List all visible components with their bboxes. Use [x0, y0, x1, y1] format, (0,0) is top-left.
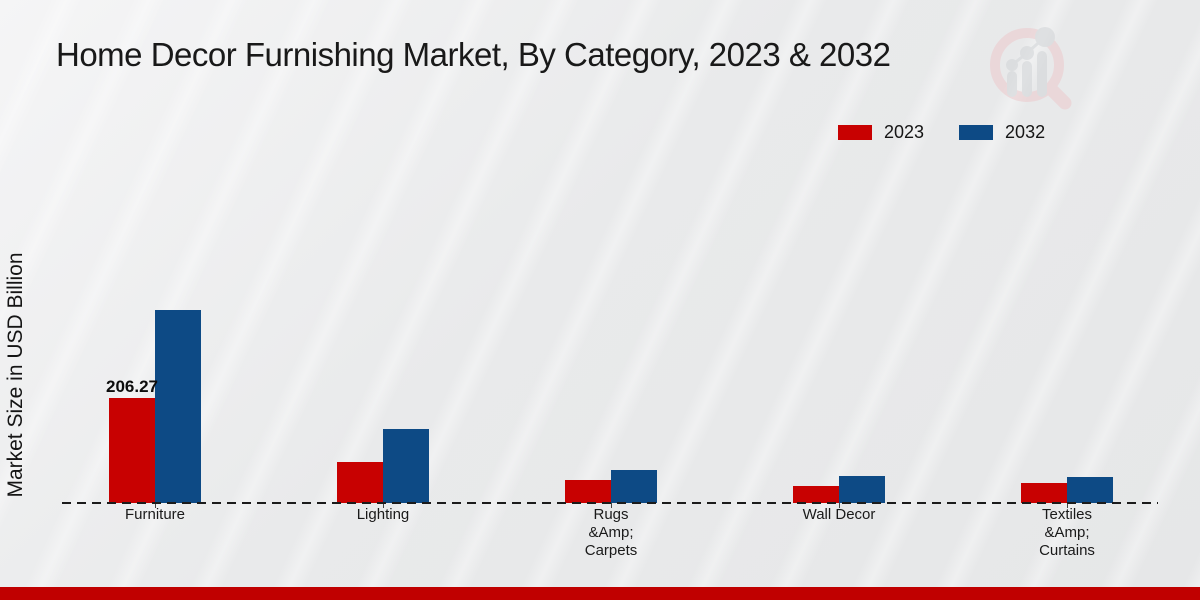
bar-2032-cat1 [383, 429, 429, 503]
legend-label-2023: 2023 [884, 122, 925, 142]
bar-2023-cat4 [1021, 483, 1067, 503]
logo-dot-small-icon [1006, 59, 1018, 71]
x-tick-cat1 [383, 503, 384, 508]
x-tick-cat3 [839, 503, 840, 508]
bar-2032-cat4 [1067, 477, 1113, 503]
legend-item-2032: 2032 [959, 122, 1045, 143]
x-tick-cat0 [155, 503, 156, 508]
legend-label-2032: 2032 [1005, 122, 1046, 142]
logo-dot-medium-icon [1020, 46, 1034, 60]
logo-dot-large-icon [1035, 27, 1055, 47]
legend: 2023 2032 [838, 122, 1045, 143]
x-axis-baseline [62, 502, 1158, 504]
x-tick-cat4 [1067, 503, 1068, 508]
bar-2023-cat0 [109, 398, 155, 503]
bar-2032-cat2 [611, 470, 657, 503]
bar-2023-cat3 [793, 486, 839, 503]
bar-2023-cat2 [565, 480, 611, 503]
logo-bar-small-icon [1007, 71, 1017, 97]
x-label-cat0: Furniture [124, 506, 186, 523]
chart-title: Home Decor Furnishing Market, By Categor… [56, 36, 891, 73]
magnifier-handle-icon [1044, 82, 1072, 110]
magnifier-chart-logo-watermark [990, 27, 1072, 110]
x-label-cat2: Rugs &Amp; Carpets [584, 506, 638, 559]
bar-2032-cat0 [155, 310, 201, 503]
logo-bar-large-icon [1037, 51, 1047, 97]
legend-item-2023: 2023 [838, 122, 924, 143]
x-label-cat3: Wall Decor [802, 506, 876, 523]
x-label-cat1: Lighting [356, 506, 410, 523]
bar-2032-cat3 [839, 476, 885, 503]
footer-red-bar [0, 587, 1200, 600]
x-label-cat4: Textiles &Amp; Curtains [1039, 506, 1095, 559]
x-tick-cat2 [611, 503, 612, 508]
bar-value-label: 206.27 [106, 377, 158, 396]
logo-bar-medium-icon [1022, 61, 1032, 97]
legend-swatch-2023 [838, 125, 872, 140]
bar-2023-cat1 [337, 462, 383, 503]
legend-swatch-2032 [959, 125, 994, 140]
